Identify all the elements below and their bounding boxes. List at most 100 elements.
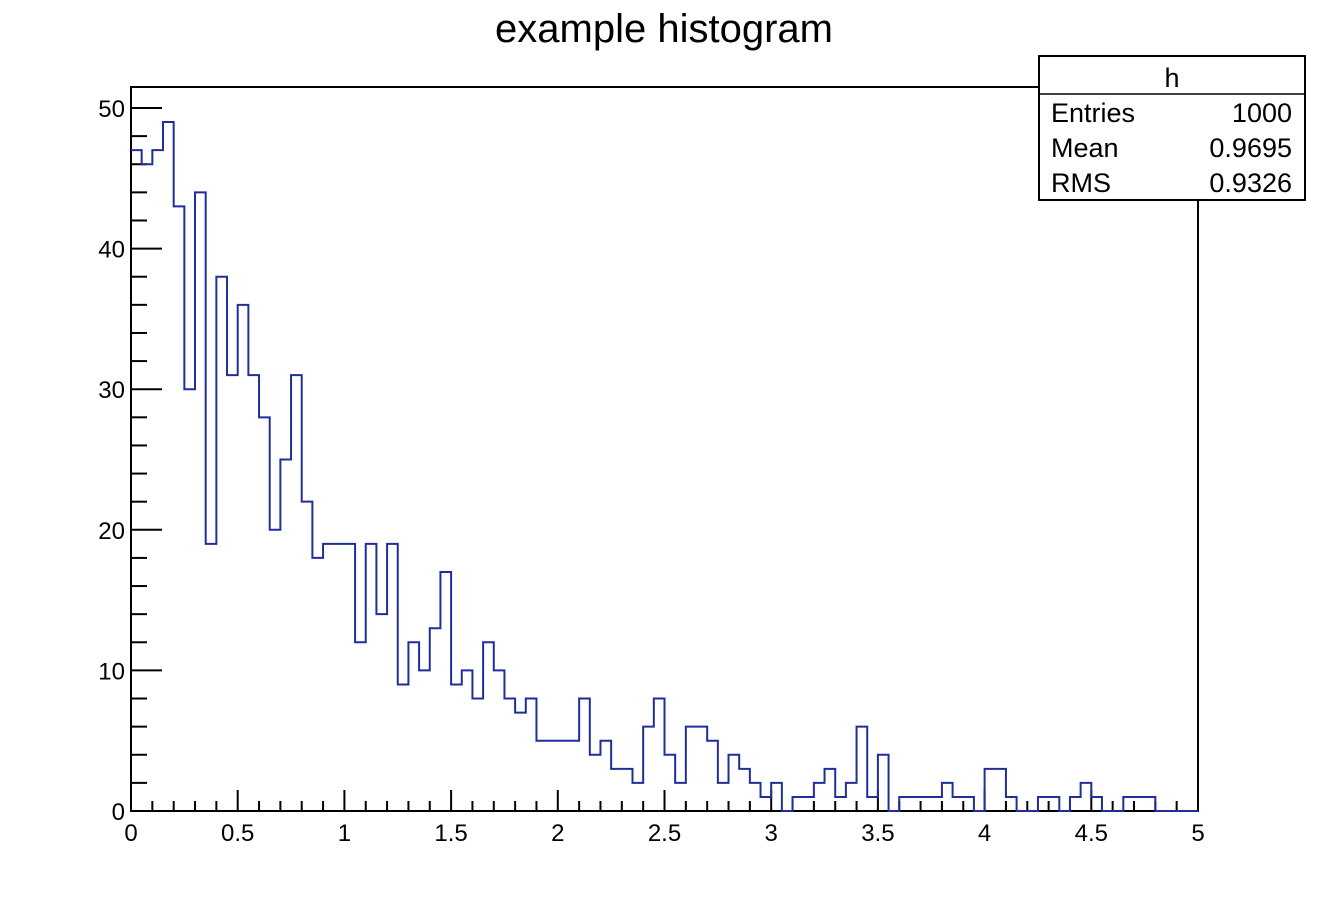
histogram-bin — [600, 741, 611, 811]
histogram-bin — [227, 375, 238, 811]
histogram-bin — [387, 544, 398, 811]
histogram-bin — [366, 544, 377, 811]
x-axis: 0 0.5 1 1.5 2 2.5 3 3.5 4 4.5 5 — [124, 790, 1205, 847]
histogram-bin — [707, 741, 718, 811]
histogram-bin — [462, 670, 473, 811]
x-tick-label: 2.5 — [648, 820, 681, 847]
histogram-bin — [376, 614, 387, 811]
stats-entries-value: 1000 — [1232, 98, 1292, 128]
stats-mean-label: Mean — [1051, 133, 1119, 163]
y-tick-label: 20 — [98, 518, 125, 545]
histogram-bin — [302, 502, 313, 811]
histogram-bin — [739, 769, 750, 811]
histogram-bin — [451, 684, 462, 811]
histogram-bin — [440, 572, 451, 811]
histogram-bin — [963, 797, 974, 811]
histogram-bin — [931, 797, 942, 811]
x-tick-label: 1.5 — [434, 820, 467, 847]
histogram-bin — [280, 460, 291, 812]
histogram-bin — [568, 741, 579, 811]
histogram-bin — [729, 755, 740, 811]
histogram-bin — [1123, 797, 1134, 811]
histogram-bin — [590, 755, 601, 811]
histogram-bin — [1134, 797, 1145, 811]
histogram-bin — [686, 727, 697, 811]
x-tick-label: 5 — [1191, 820, 1204, 847]
histogram-bin — [867, 797, 878, 811]
histogram-bin — [643, 727, 654, 811]
histogram-bin — [654, 699, 665, 811]
histogram-bin — [878, 755, 889, 811]
stats-box: h Entries 1000 Mean 0.9695 RMS 0.9326 — [1038, 55, 1306, 201]
histogram-bin — [184, 389, 195, 811]
y-tick-label: 0 — [112, 799, 125, 826]
histogram-bin — [238, 305, 249, 811]
x-tick-label: 3.5 — [861, 820, 894, 847]
histogram-bin — [1038, 797, 1049, 811]
x-tick-label: 4 — [978, 820, 991, 847]
y-tick-label: 50 — [98, 96, 125, 123]
histogram-bin — [1070, 797, 1081, 811]
histogram-bin — [195, 192, 206, 811]
histogram-bin — [1091, 797, 1102, 811]
histogram-bin — [1006, 797, 1017, 811]
histogram-bin — [1081, 783, 1092, 811]
histogram-bin — [985, 769, 996, 811]
histogram-bin — [355, 642, 366, 811]
histogram-bin — [793, 797, 804, 811]
histogram-bin — [494, 670, 505, 811]
histogram-bin — [803, 797, 814, 811]
histogram-bin — [323, 544, 334, 811]
x-tick-label: 4.5 — [1075, 820, 1108, 847]
histogram-bin — [430, 628, 441, 811]
y-axis: 0 10 20 30 40 50 — [98, 96, 162, 826]
histogram-bin — [515, 713, 526, 811]
histogram-bin — [312, 558, 323, 811]
histogram-bin — [771, 783, 782, 811]
histogram-bin — [622, 769, 633, 811]
chart-title: example histogram — [495, 7, 833, 51]
histogram-bin — [163, 122, 174, 811]
histogram-bin — [334, 544, 345, 811]
histogram-bin — [206, 544, 217, 811]
histogram-bin — [174, 206, 185, 811]
histogram-bin — [344, 544, 355, 811]
histogram-bin — [526, 699, 537, 811]
histogram-bin — [398, 684, 409, 811]
histogram-bin — [579, 699, 590, 811]
histogram-bin — [142, 164, 153, 811]
histogram-bin — [665, 755, 676, 811]
histogram-line — [131, 121, 1198, 812]
histogram-bin — [675, 783, 686, 811]
histogram-bin — [910, 797, 921, 811]
stats-rms-label: RMS — [1051, 168, 1111, 198]
stats-box-title: h — [1164, 63, 1179, 93]
stats-entries-label: Entries — [1051, 98, 1135, 128]
histogram-bin — [921, 797, 932, 811]
histogram-bin — [942, 783, 953, 811]
histogram-bin — [504, 699, 515, 811]
histogram-bin — [953, 797, 964, 811]
histogram-bins — [131, 122, 1155, 811]
histogram-bin — [899, 797, 910, 811]
histogram-bin — [611, 769, 622, 811]
histogram-bin — [408, 642, 419, 811]
stats-mean-value: 0.9695 — [1209, 133, 1292, 163]
x-tick-label: 0.5 — [221, 820, 254, 847]
histogram-bin — [761, 797, 772, 811]
histogram-bin — [995, 769, 1006, 811]
stats-rms-value: 0.9326 — [1209, 168, 1292, 198]
histogram-bin — [1049, 797, 1060, 811]
histogram-bin — [697, 727, 708, 811]
y-tick-label: 40 — [98, 237, 125, 264]
histogram-bin — [558, 741, 569, 811]
y-tick-label: 30 — [98, 377, 125, 404]
histogram-bin — [483, 642, 494, 811]
histogram-bin — [270, 530, 281, 811]
histogram-bin — [536, 741, 547, 811]
histogram-bin — [632, 783, 643, 811]
histogram-bin — [835, 797, 846, 811]
histogram-bin — [1145, 797, 1156, 811]
y-tick-label: 10 — [98, 658, 125, 685]
